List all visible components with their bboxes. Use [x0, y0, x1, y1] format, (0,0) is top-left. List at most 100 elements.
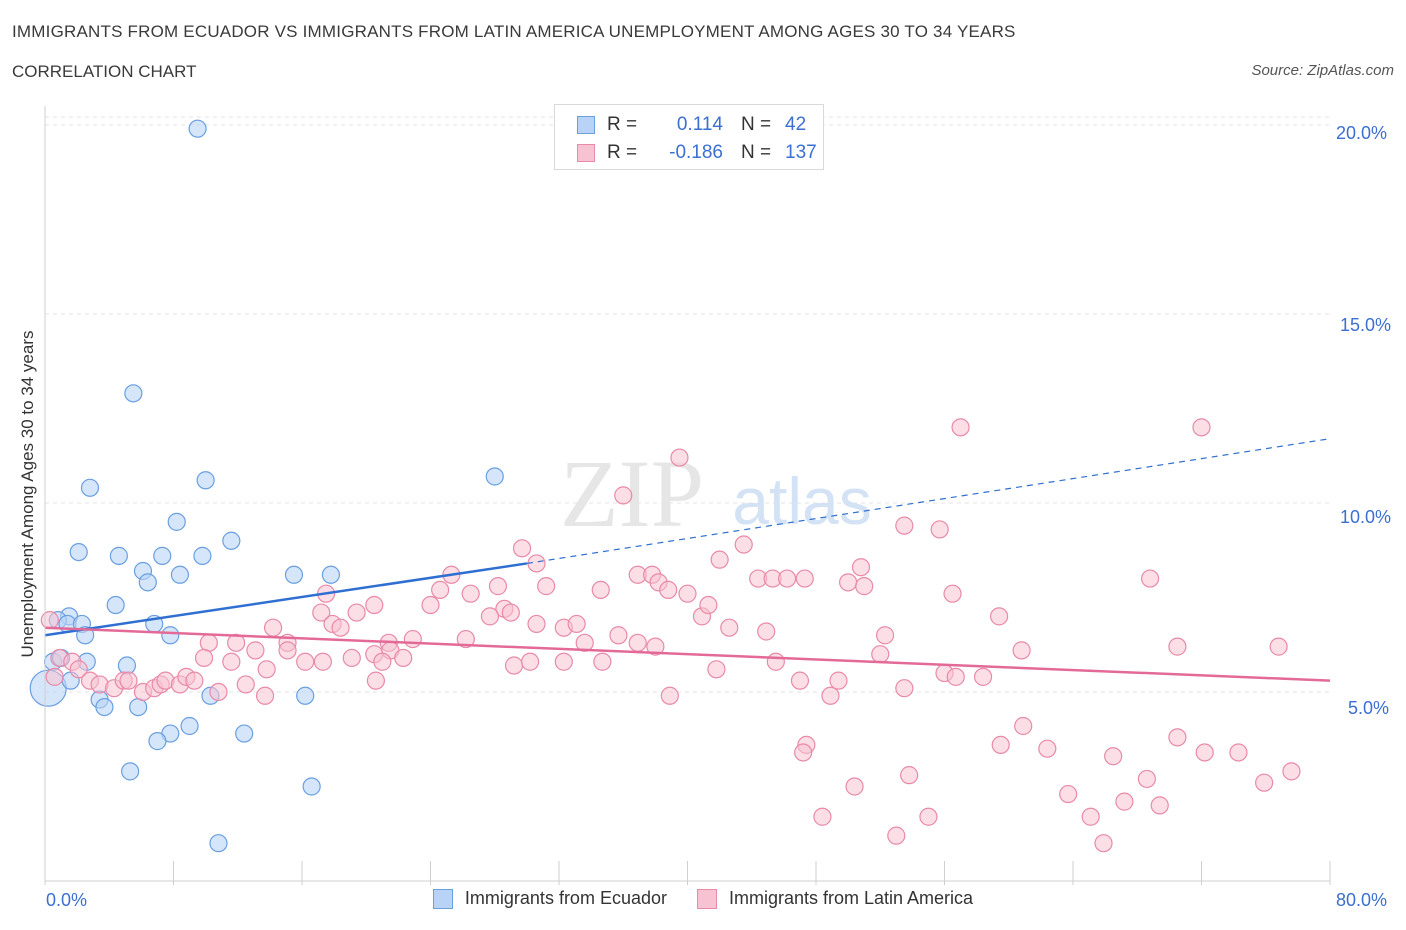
y-tick-label-5: 5.0%	[1348, 698, 1390, 718]
point-latin	[887, 826, 906, 845]
point-latin	[236, 675, 255, 694]
point-latin	[480, 607, 500, 626]
point-latin	[347, 603, 366, 622]
watermark-atlas: atlas	[732, 464, 871, 538]
point-latin	[504, 656, 524, 675]
point-latin	[845, 777, 864, 796]
point-ecuador	[222, 531, 241, 550]
point-ecuador	[69, 542, 88, 562]
point-latin	[520, 652, 540, 671]
point-latin	[614, 486, 633, 505]
point-ecuador	[148, 732, 167, 751]
point-latin	[720, 618, 739, 637]
point-latin	[501, 603, 520, 622]
trend-line-ecuador	[44, 562, 528, 637]
point-latin	[646, 637, 665, 656]
point-latin	[575, 633, 594, 652]
point-ecuador	[109, 546, 128, 565]
point-latin	[373, 652, 392, 671]
point-latin	[1137, 769, 1156, 789]
point-latin	[119, 671, 138, 690]
point-ecuador	[180, 716, 199, 736]
point-ecuador	[167, 512, 186, 531]
point-latin	[527, 614, 546, 634]
point-latin	[331, 618, 350, 637]
point-latin	[278, 641, 297, 660]
point-latin	[1038, 739, 1057, 758]
legend-r-label: R =	[607, 142, 638, 163]
point-latin	[659, 580, 678, 600]
point-latin	[757, 622, 776, 641]
y-tick-label-10: 10.0%	[1340, 507, 1392, 527]
legend-row-ecuador: R = 0.114 N = 42	[577, 113, 806, 137]
legend-swatch-ecuador	[432, 888, 453, 909]
point-latin	[609, 626, 628, 645]
point-latin	[1192, 418, 1211, 437]
point-latin	[366, 671, 385, 690]
y-axis-title: Unemployment Among Ages 30 to 34 years	[18, 330, 37, 658]
point-latin	[930, 520, 949, 539]
point-ecuador	[302, 777, 321, 796]
point-latin	[710, 550, 729, 569]
point-ecuador	[124, 384, 143, 403]
point-latin	[839, 573, 858, 592]
point-latin	[40, 611, 59, 630]
point-ecuador	[209, 834, 228, 853]
trend-line-ecuador-extrapolated	[526, 438, 1331, 565]
legend-label-ecuador: Immigrants from Ecuador	[464, 888, 667, 908]
point-ecuador	[296, 686, 315, 705]
point-latin	[45, 667, 64, 686]
point-latin	[946, 667, 965, 686]
legend-n-label: N =	[741, 114, 772, 135]
point-latin	[1115, 792, 1134, 811]
series-ecuador-points	[29, 119, 504, 853]
legend-n-value: 42	[785, 114, 807, 135]
point-ecuador	[117, 656, 137, 675]
point-ecuador	[95, 697, 114, 717]
point-latin	[1195, 743, 1214, 762]
point-latin	[537, 577, 556, 596]
point-latin	[246, 641, 265, 660]
chart-title: IMMIGRANTS FROM ECUADOR VS IMMIGRANTS FR…	[12, 22, 1016, 41]
legend-n-label: N =	[741, 142, 772, 163]
trend-line-latin	[44, 626, 1331, 682]
point-latin	[1255, 773, 1274, 792]
point-latin	[813, 807, 832, 826]
axes	[44, 106, 1331, 885]
correlation-legend: R = 0.114 N = 42 R = -0.186 N = 137	[554, 104, 824, 170]
point-latin	[766, 652, 785, 671]
point-latin	[194, 648, 214, 668]
point-latin	[1168, 637, 1187, 656]
point-latin	[734, 535, 753, 554]
point-latin	[567, 614, 586, 634]
legend-swatch-latin	[696, 888, 717, 909]
legend-n-value: 137	[785, 142, 817, 163]
point-latin	[895, 516, 914, 535]
legend-item-latin: Immigrants from Latin America	[696, 888, 973, 909]
legend-row-latin: R = -0.186 N = 137	[577, 141, 817, 165]
x-tick-label-min: 0.0%	[46, 890, 88, 910]
point-latin	[342, 648, 361, 668]
point-latin	[973, 667, 993, 686]
point-latin	[855, 577, 874, 596]
point-latin	[421, 595, 440, 615]
point-latin	[1269, 637, 1288, 656]
point-latin	[593, 652, 612, 671]
point-latin	[1168, 728, 1187, 747]
point-latin	[851, 558, 871, 577]
point-latin	[185, 671, 204, 690]
point-latin	[1282, 762, 1301, 781]
point-ecuador	[106, 595, 125, 615]
point-latin	[312, 603, 331, 622]
point-ecuador	[193, 546, 212, 565]
point-latin	[365, 595, 384, 615]
point-latin	[821, 686, 840, 705]
point-latin	[257, 660, 276, 679]
point-latin	[795, 569, 814, 588]
point-ecuador	[196, 471, 215, 490]
point-latin	[628, 633, 647, 652]
point-ecuador	[161, 626, 180, 645]
point-latin	[991, 735, 1010, 755]
point-latin	[919, 807, 938, 826]
series-legend: Immigrants from Ecuador Immigrants from …	[0, 888, 1406, 909]
